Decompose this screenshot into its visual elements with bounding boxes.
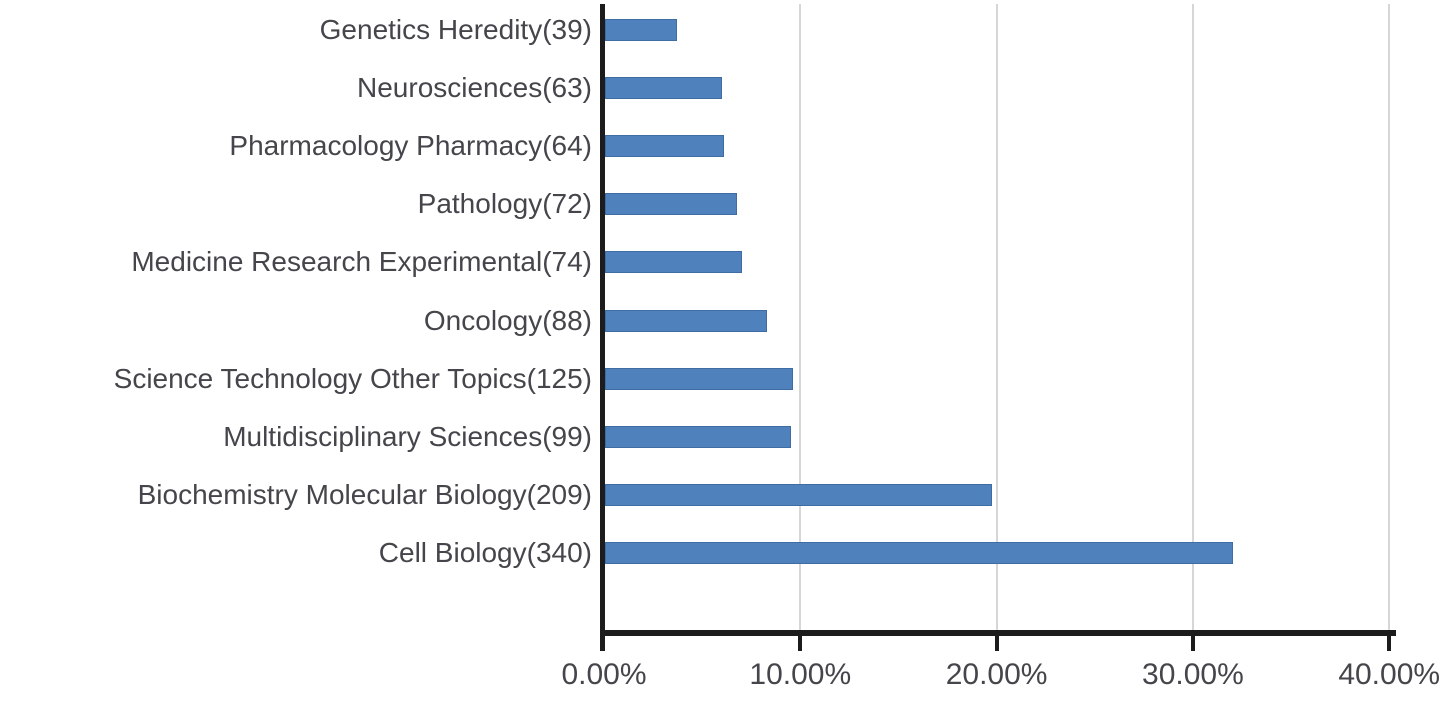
gridline [995, 4, 998, 630]
category-label: Multidisciplinary Sciences(99) [223, 420, 592, 452]
bar [605, 134, 724, 157]
x-tick-label: 30.00% [1142, 658, 1244, 691]
gridline [1388, 4, 1391, 630]
bar [605, 309, 767, 332]
category-label: Oncology(88) [423, 304, 592, 336]
category-label: Medicine Research Experimental(74) [131, 246, 592, 278]
x-tick-label: 10.00% [749, 658, 852, 691]
category-label: Cell Biology(340) [378, 537, 592, 569]
x-tick-label: 40.00% [1338, 658, 1441, 691]
x-axis-tick [1387, 630, 1392, 651]
category-label: Pathology(72) [417, 188, 592, 220]
gridline [1191, 4, 1194, 630]
bar [605, 18, 677, 41]
bar [605, 542, 1233, 565]
x-axis-tick [1190, 630, 1195, 651]
bar [605, 484, 992, 507]
category-label: Biochemistry Molecular Biology(209) [137, 479, 592, 511]
category-label: Science Technology Other Topics(125) [113, 362, 592, 394]
bar [605, 193, 737, 216]
bar [605, 425, 791, 448]
category-label: Pharmacology Pharmacy(64) [229, 129, 592, 161]
y-axis-line [600, 4, 605, 651]
gridline [799, 4, 802, 630]
bar [605, 76, 722, 99]
category-label: Genetics Heredity(39) [319, 13, 592, 45]
bar [605, 367, 793, 390]
x-axis-tick [798, 630, 803, 651]
category-label: Neurosciences(63) [357, 71, 592, 103]
bar [605, 251, 742, 274]
x-axis-tick [994, 630, 999, 651]
x-tick-label: 0.00% [561, 658, 647, 691]
x-tick-label: 20.00% [945, 658, 1048, 691]
